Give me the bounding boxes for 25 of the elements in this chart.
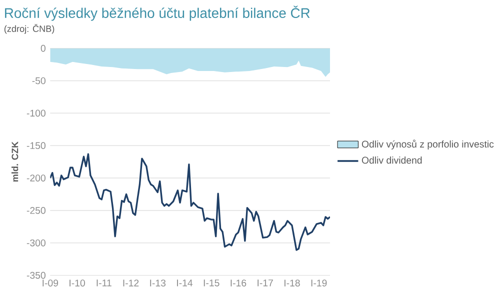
y-tick-label: -350 xyxy=(26,272,46,279)
x-tick-label: I-13 xyxy=(150,280,166,287)
y-tick-label: -50 xyxy=(32,77,46,84)
line-series xyxy=(50,153,330,251)
x-tick-label: I-19 xyxy=(311,280,327,287)
y-tick-label: -300 xyxy=(26,240,46,246)
legend-label: Odliv dividend xyxy=(362,156,422,164)
chart-subtitle: (zdroj: ČNB) xyxy=(4,24,54,34)
chart-title: Roční výsledky běžného účtu platební bilance ČR xyxy=(5,6,310,21)
y-tick-label: -200 xyxy=(26,174,46,182)
y-tick-label: -100 xyxy=(26,110,46,117)
y-tick-label: 0 xyxy=(40,45,46,52)
x-tick-label: I-17 xyxy=(258,280,273,286)
x-tick-label: I-15 xyxy=(204,280,220,286)
x-tick-label: I-14 xyxy=(177,280,193,286)
x-tick-label: I-10 xyxy=(70,280,85,287)
x-tick-label: I-16 xyxy=(230,280,246,287)
x-tick-label: I-18 xyxy=(284,280,300,287)
y-tick-label: -150 xyxy=(26,142,46,150)
y-axis-title: mld. CZK xyxy=(12,142,18,182)
x-tick-label: I-11 xyxy=(96,280,112,286)
y-tick-label: -250 xyxy=(26,207,46,214)
x-tick-label: I-12 xyxy=(123,280,139,286)
legend-label: Odliv výnosů z porfolio investic xyxy=(362,140,494,150)
x-tick-label: I-09 xyxy=(42,280,58,287)
